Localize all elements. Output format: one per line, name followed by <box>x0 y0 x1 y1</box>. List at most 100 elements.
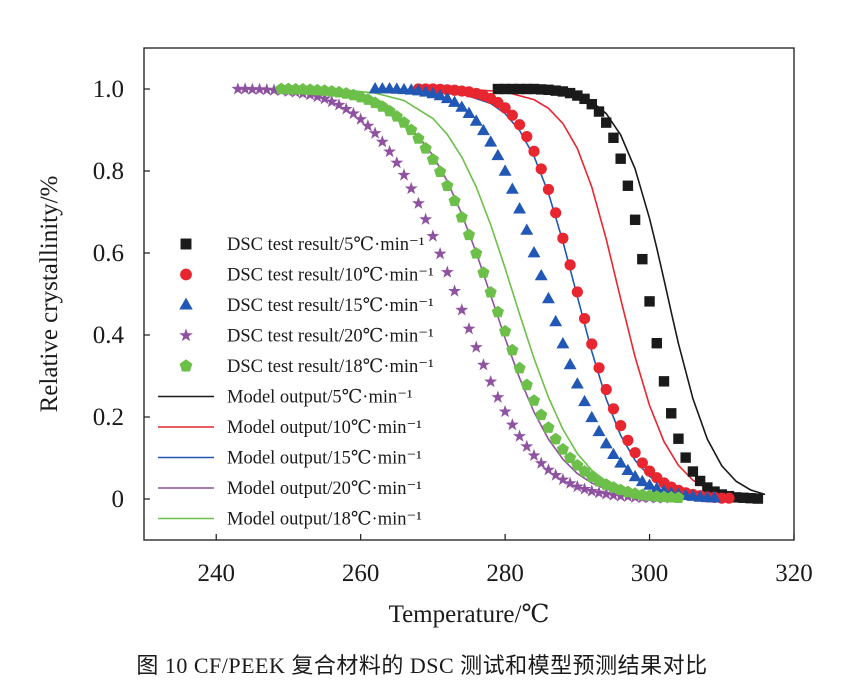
data-point <box>383 144 397 158</box>
data-point <box>520 378 533 391</box>
data-point <box>433 247 447 260</box>
data-point <box>325 94 339 108</box>
data-point <box>579 93 590 105</box>
data-point <box>470 247 483 259</box>
data-point <box>520 439 534 453</box>
data-point <box>375 135 389 148</box>
data-point <box>462 322 476 335</box>
data-point <box>231 82 245 95</box>
data-point <box>477 266 490 278</box>
x-tick-label: 280 <box>486 560 524 587</box>
data-point <box>614 489 628 502</box>
data-point <box>608 132 619 143</box>
data-point <box>499 83 511 95</box>
data-point <box>462 228 476 241</box>
data-point <box>637 253 648 265</box>
y-tick-label: 0.6 <box>93 240 124 267</box>
data-point <box>550 85 561 96</box>
data-point <box>520 223 534 235</box>
data-point <box>745 492 756 504</box>
dsc-series-4 <box>275 82 685 503</box>
dsc-series-2 <box>368 82 721 503</box>
data-point <box>253 82 267 95</box>
x-tick-label: 320 <box>775 560 813 587</box>
y-tick-label: 0.4 <box>93 322 125 349</box>
data-point <box>245 82 259 95</box>
data-point <box>607 447 620 460</box>
data-point <box>527 448 541 462</box>
data-point <box>390 156 404 169</box>
data-point <box>549 432 562 445</box>
data-point <box>542 421 555 433</box>
data-point <box>346 106 360 120</box>
data-point <box>440 91 454 104</box>
data-point <box>585 410 599 423</box>
figure-caption: 图 10 CF/PEEK 复合材料的 DSC 测试和模型预测结果对比 <box>136 653 708 678</box>
data-point <box>527 246 541 258</box>
data-point <box>592 486 606 499</box>
x-axis-label: Temperature/℃ <box>389 601 550 628</box>
data-point <box>731 492 742 503</box>
data-point <box>599 487 613 500</box>
data-point <box>528 145 540 157</box>
data-point <box>635 474 649 487</box>
data-point <box>614 456 628 468</box>
data-point <box>434 165 447 177</box>
data-point <box>629 214 641 225</box>
data-point <box>601 117 612 128</box>
legend: DSC test result/5℃·min⁻¹ DSC test result/… <box>158 235 434 530</box>
data-point <box>405 123 418 136</box>
x-tick-label: 260 <box>342 560 380 587</box>
data-point <box>492 83 504 95</box>
data-point <box>651 338 662 349</box>
data-point <box>600 383 612 396</box>
data-point <box>505 182 519 194</box>
data-point <box>506 343 519 356</box>
plot-frame <box>143 47 795 541</box>
data-point <box>550 207 562 219</box>
data-point <box>628 469 642 482</box>
data-point <box>535 163 547 175</box>
data-point <box>513 361 526 374</box>
legend-item-6: Model output/10℃·min⁻¹ <box>158 418 422 438</box>
x-tick-label: 240 <box>197 560 235 587</box>
data-point <box>455 303 469 316</box>
data-point <box>477 123 490 136</box>
data-point <box>541 463 555 476</box>
data-point <box>643 465 656 477</box>
data-point <box>498 404 512 418</box>
data-point <box>441 179 454 191</box>
data-point <box>578 313 591 325</box>
data-point <box>658 376 670 387</box>
data-point <box>557 86 569 97</box>
axis-ticks: 240 260 280 300 320 0 0.2 0.4 0.6 0.8 1.0 <box>93 76 813 587</box>
data-point <box>535 408 548 421</box>
y-tick-label: 0.2 <box>93 404 124 431</box>
data-point <box>361 119 375 132</box>
data-point <box>419 85 433 97</box>
data-point <box>499 324 512 337</box>
data-point <box>469 340 483 353</box>
data-point <box>570 377 584 389</box>
data-point <box>606 488 620 501</box>
legend-item-3: DSC test result/20℃·min⁻¹ <box>179 327 434 347</box>
legend-item-4: DSC test result/18℃·min⁻¹ <box>179 357 434 377</box>
data-point <box>536 84 547 95</box>
data-point <box>397 116 411 128</box>
data-point <box>484 135 498 147</box>
data-point <box>368 126 382 139</box>
data-point <box>339 102 353 115</box>
data-point <box>498 164 512 176</box>
legend-label: Model output/5℃·min⁻¹ <box>227 388 413 408</box>
dsc-series-1 <box>412 83 735 504</box>
data-point <box>592 424 606 437</box>
data-point <box>556 337 570 349</box>
data-point <box>491 305 504 318</box>
data-point <box>564 451 577 464</box>
data-point <box>462 106 476 118</box>
data-point <box>521 83 532 95</box>
data-point <box>621 463 635 476</box>
data-point <box>534 268 548 281</box>
dsc-series-0 <box>492 83 764 504</box>
data-point <box>332 98 346 111</box>
